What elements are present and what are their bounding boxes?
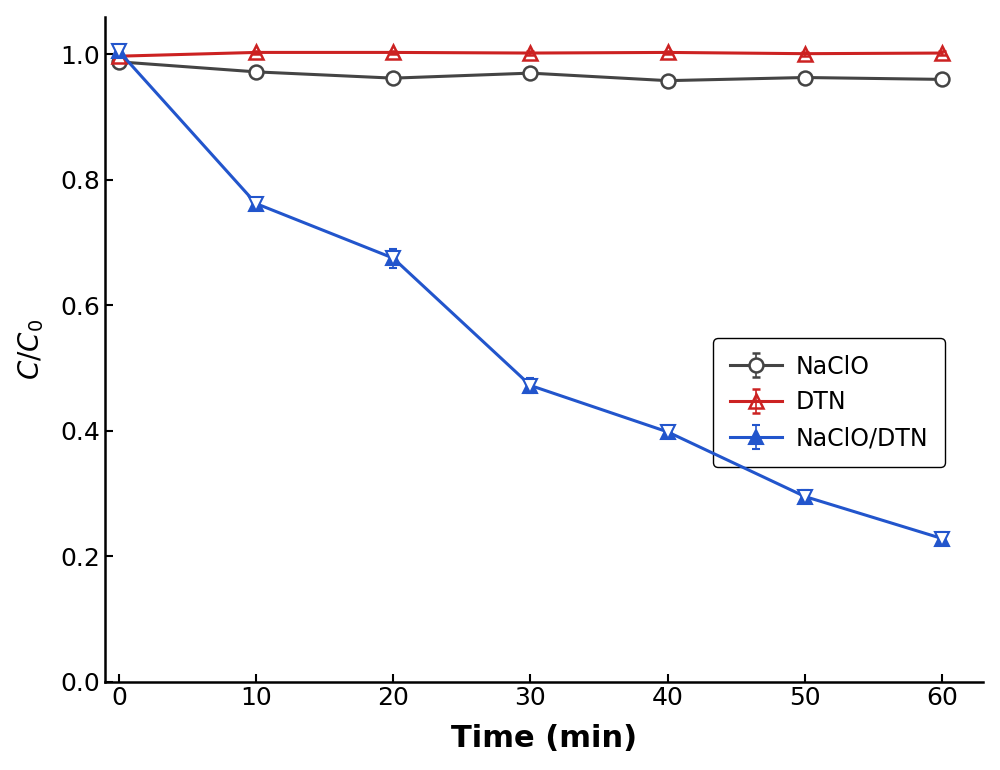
Y-axis label: $C/C_0$: $C/C_0$	[17, 319, 46, 380]
Legend: NaClO, DTN, NaClO/DTN: NaClO, DTN, NaClO/DTN	[713, 338, 945, 467]
X-axis label: Time (min): Time (min)	[451, 725, 637, 753]
